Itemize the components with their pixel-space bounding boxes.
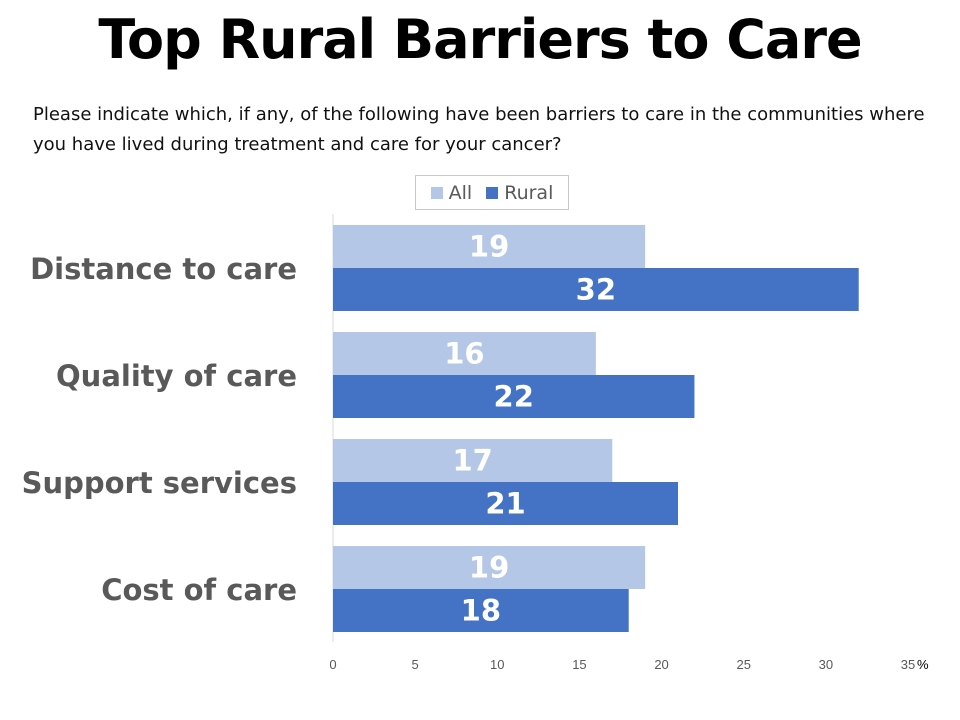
x-tick-label: 15 — [572, 657, 586, 672]
legend-item-all: All — [430, 181, 473, 204]
category-label: Quality of care — [56, 359, 297, 393]
legend-label-all: All — [448, 181, 473, 204]
data-label-rural: 22 — [494, 380, 534, 414]
bar-rural — [333, 589, 629, 632]
legend-item-rural: Rural — [486, 182, 553, 204]
x-tick-label: 10 — [490, 657, 504, 672]
data-label-all: 16 — [444, 337, 484, 371]
bar-all — [333, 332, 596, 375]
bar-all — [333, 546, 646, 589]
x-tick-label: 0 — [329, 657, 336, 672]
data-label-all: 19 — [469, 551, 509, 585]
bar-rural — [333, 375, 695, 418]
chart-subtitle: Please indicate which, if any, of the fo… — [33, 104, 925, 155]
category-label: Support services — [22, 466, 297, 500]
x-tick-label: 25 — [736, 657, 750, 672]
bar-all — [333, 439, 613, 482]
x-tick-label: 5 — [412, 657, 419, 672]
category-label: Distance to care — [30, 252, 297, 286]
data-label-rural: 21 — [485, 487, 525, 521]
x-tick-label: 20 — [654, 657, 668, 672]
x-tick-label: 30 — [819, 657, 833, 672]
chart-title: Top Rural Barriers to Care — [98, 8, 862, 71]
bar-all — [333, 225, 646, 268]
bar-rural — [333, 482, 678, 525]
data-label-all: 19 — [469, 230, 509, 264]
x-tick-label: 35 — [901, 657, 915, 672]
data-label-rural: 18 — [461, 594, 501, 628]
data-label-rural: 32 — [576, 273, 616, 307]
data-label-all: 17 — [452, 444, 492, 478]
chart-legend: All Rural — [415, 175, 569, 210]
bar-rural — [333, 268, 859, 311]
x-axis-unit: % — [917, 657, 929, 672]
category-label: Cost of care — [101, 573, 297, 607]
legend-swatch-all — [430, 186, 443, 199]
legend-label-rural: Rural — [504, 181, 554, 204]
legend-swatch-rural — [486, 186, 499, 199]
